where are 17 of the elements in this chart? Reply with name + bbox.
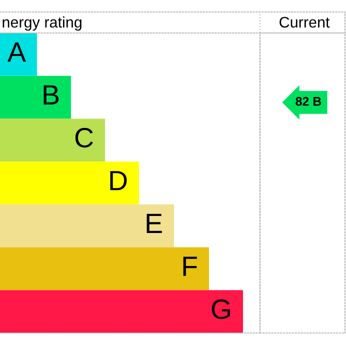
bar: [0, 290, 243, 333]
bar: [0, 204, 174, 248]
bar: [0, 247, 209, 290]
y-tick-label: B: [44, 85, 59, 104]
bar: [0, 33, 37, 76]
chart-title: nergy rating: [2, 16, 82, 31]
bar: [0, 162, 139, 204]
y-tick-label: E: [146, 214, 162, 234]
y-tick-label: A: [8, 42, 26, 62]
y-tick-label: D: [110, 171, 127, 190]
bar: [0, 118, 105, 162]
bar: [0, 76, 71, 119]
y-tick-label: C: [75, 128, 93, 148]
text: 82 B: [296, 96, 322, 106]
text: Current: [280, 16, 330, 28]
y-tick-label: F: [183, 256, 197, 276]
y-tick-label: G: [212, 299, 230, 320]
